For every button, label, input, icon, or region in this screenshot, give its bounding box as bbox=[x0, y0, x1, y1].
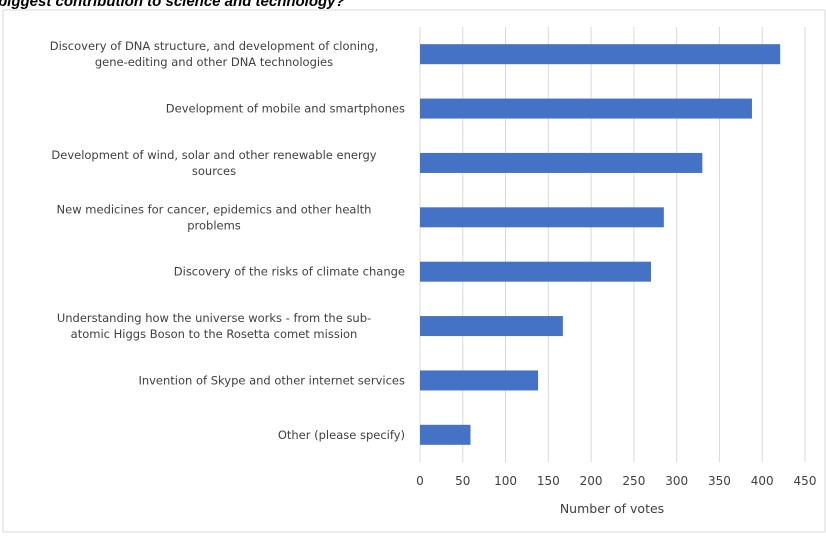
category-labels: Discovery of DNA structure, and developm… bbox=[50, 39, 405, 442]
x-tick-label: 400 bbox=[751, 474, 774, 488]
x-axis-title: Number of votes bbox=[560, 501, 664, 516]
x-tick-label: 300 bbox=[665, 474, 688, 488]
category-label: Understanding how the universe works - f… bbox=[57, 311, 371, 325]
bar bbox=[420, 152, 703, 173]
bar bbox=[420, 207, 664, 228]
x-tick-label: 50 bbox=[455, 474, 470, 488]
category-label: gene-editing and other DNA technologies bbox=[95, 55, 333, 69]
bar bbox=[420, 44, 781, 65]
bars bbox=[420, 44, 781, 445]
category-label: atomic Higgs Boson to the Rosetta comet … bbox=[71, 327, 358, 341]
bar bbox=[420, 98, 752, 119]
x-tick-label: 150 bbox=[537, 474, 560, 488]
x-tick-label: 250 bbox=[622, 474, 645, 488]
category-label: Development of wind, solar and other ren… bbox=[51, 148, 376, 162]
category-label: New medicines for cancer, epidemics and … bbox=[57, 202, 372, 216]
x-tick-label: 200 bbox=[580, 474, 603, 488]
bar bbox=[420, 370, 539, 391]
category-label: Discovery of the risks of climate change bbox=[174, 265, 405, 279]
x-tick-label: 450 bbox=[794, 474, 817, 488]
bar bbox=[420, 261, 651, 282]
x-tick-label: 0 bbox=[416, 474, 424, 488]
category-label: problems bbox=[187, 218, 241, 232]
category-label: Other (please specify) bbox=[278, 428, 405, 442]
bar bbox=[420, 424, 471, 445]
x-tick-label: 350 bbox=[708, 474, 731, 488]
x-tick-label: 100 bbox=[494, 474, 517, 488]
category-label: Discovery of DNA structure, and developm… bbox=[50, 39, 379, 53]
x-tick-labels: 0 50 100 150 200 250 300 350 400 450 bbox=[416, 474, 816, 488]
chart-area-border bbox=[2, 9, 826, 533]
bar bbox=[420, 316, 563, 337]
chart-title: biggest contribution to science and tech… bbox=[0, 0, 345, 10]
category-label: Invention of Skype and other internet se… bbox=[138, 373, 405, 387]
category-label: sources bbox=[192, 164, 236, 178]
category-label: Development of mobile and smartphones bbox=[166, 102, 405, 116]
